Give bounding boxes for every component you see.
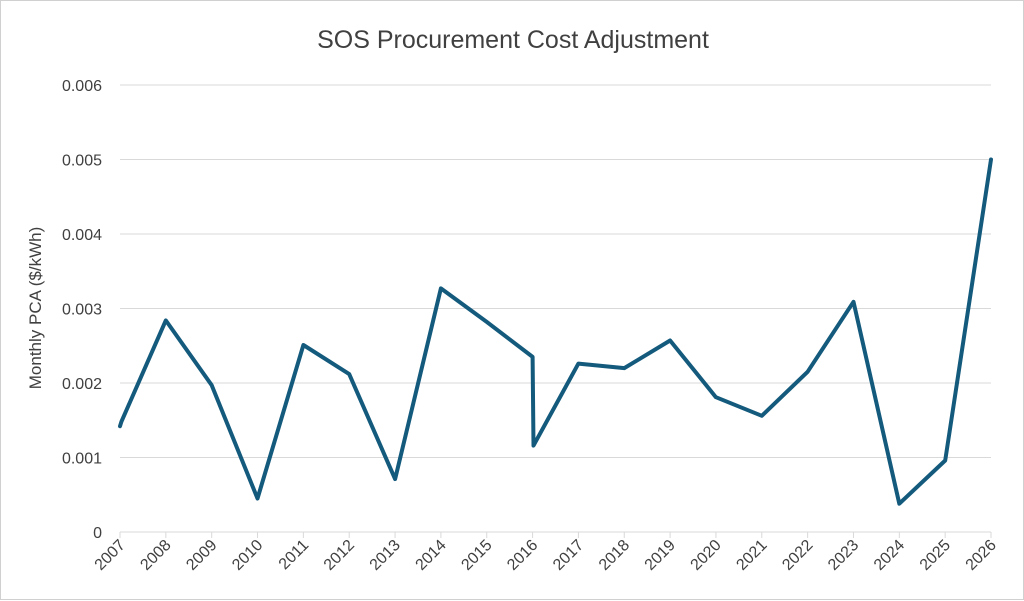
x-tick-label: 2019 <box>642 537 679 574</box>
x-tick-label: 2020 <box>688 537 725 574</box>
x-tick-label: 2021 <box>733 537 770 574</box>
y-tick-label: 0.005 <box>62 153 102 170</box>
x-tick-label: 2007 <box>92 537 129 574</box>
x-tick-label: 2010 <box>229 537 266 574</box>
y-tick-label: 0.001 <box>62 451 102 468</box>
x-tick-label: 2022 <box>779 537 816 574</box>
x-tick-label: 2012 <box>321 537 358 574</box>
y-tick-label: 0.006 <box>62 78 102 95</box>
y-axis-label: Monthly PCA ($/kWh) <box>26 227 45 390</box>
y-tick-label: 0.003 <box>62 302 102 319</box>
x-tick-label: 2017 <box>550 537 587 574</box>
y-tick-label: 0.004 <box>62 227 102 244</box>
chart-title: SOS Procurement Cost Adjustment <box>317 26 709 54</box>
series-layer <box>118 157 993 506</box>
x-tick-label: 2018 <box>596 537 633 574</box>
x-tick-label: 2013 <box>367 537 404 574</box>
x-tick-label: 2011 <box>276 537 312 573</box>
x-tick-label: 2023 <box>825 537 862 574</box>
x-axis-ticks: 2007 2008 2009 2010 2011 2012 2013 2014 2015 2016… <box>92 532 1000 574</box>
y-axis-ticks: 0 0.001 0.002 0.003 0.004 0.005 0.006 <box>62 78 102 542</box>
grid <box>120 84 991 533</box>
x-tick-label: 2026 <box>963 537 1000 574</box>
x-tick-label: 2016 <box>504 537 541 574</box>
x-tick-label: 2015 <box>458 537 495 574</box>
y-tick-label: 0.002 <box>62 376 102 393</box>
y-tick-label: 0 <box>93 525 102 542</box>
x-tick-label: 2025 <box>917 537 954 574</box>
x-tick-label: 2009 <box>183 537 220 574</box>
series-line <box>118 157 993 506</box>
x-tick-label: 2014 <box>413 537 450 574</box>
x-tick-label: 2008 <box>137 537 174 574</box>
x-tick-label: 2024 <box>871 537 908 574</box>
